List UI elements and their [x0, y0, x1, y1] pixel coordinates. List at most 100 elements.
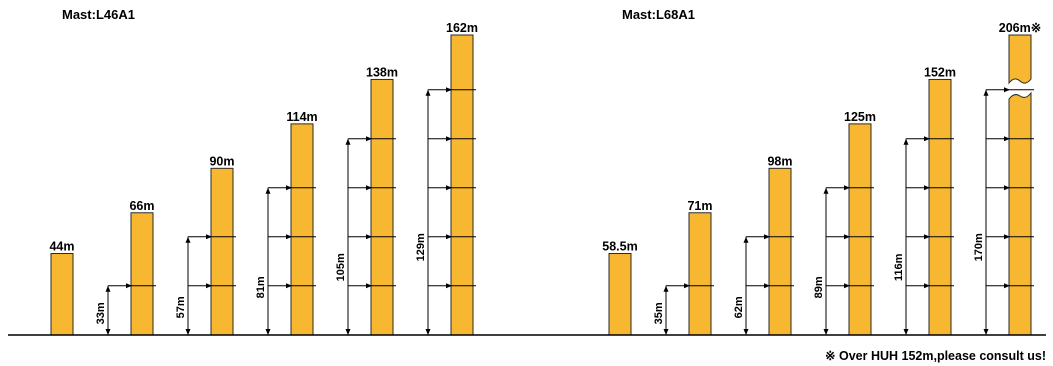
arrow-right-icon — [366, 283, 372, 289]
arrow-down-icon — [823, 329, 829, 335]
arrow-right-icon — [286, 283, 292, 289]
mast-column: 114m 81m — [255, 110, 318, 336]
arrow-down-icon — [743, 329, 749, 335]
mast-column: 138m 105m — [335, 65, 398, 336]
dimension-label: 57m — [175, 296, 187, 318]
mast-height-label: 90m — [209, 154, 234, 168]
arrow-right-icon — [446, 136, 452, 142]
dimension-label: 81m — [255, 276, 267, 298]
arrow-right-icon — [924, 136, 930, 142]
mast-height-label: 152m — [924, 65, 956, 79]
arrow-up-icon — [983, 89, 989, 96]
arrow-right-icon — [924, 234, 930, 240]
mast-column: 206m※ 170m — [973, 21, 1041, 336]
mast-column: 44m — [49, 240, 75, 336]
arrow-up-icon — [345, 138, 351, 145]
mast-column: 162m 129m — [415, 21, 478, 336]
arrow-right-icon — [684, 283, 690, 289]
dimension-label: 116m — [893, 253, 905, 281]
arrow-up-icon — [185, 236, 191, 243]
mast-bar — [210, 167, 234, 336]
mast-height-label: 66m — [129, 199, 154, 213]
arrow-right-icon — [1004, 87, 1010, 93]
mast-column: 152m 116m — [893, 65, 956, 336]
arrow-right-icon — [446, 283, 452, 289]
arrow-right-icon — [764, 283, 770, 289]
mast-bar — [928, 78, 952, 336]
mast-height-label: 125m — [844, 110, 876, 124]
mast-column: 98m 62m — [733, 154, 794, 336]
arrow-right-icon — [1004, 234, 1010, 240]
arrow-right-icon — [1004, 136, 1010, 142]
arrow-up-icon — [903, 138, 909, 145]
arrow-right-icon — [286, 234, 292, 240]
arrow-right-icon — [764, 234, 770, 240]
arrow-right-icon — [844, 234, 850, 240]
arrow-down-icon — [903, 329, 909, 335]
arrow-down-icon — [345, 329, 351, 335]
mast-height-label: 138m — [366, 65, 398, 79]
mast-height-label: 44m — [49, 240, 74, 254]
mast-bar — [768, 167, 792, 336]
dimension-label: 170m — [973, 233, 985, 261]
arrow-right-icon — [366, 136, 372, 142]
arrow-right-icon — [206, 234, 212, 240]
mast-column: 71m 35m — [653, 199, 714, 336]
mast-column: 90m 57m — [175, 154, 236, 336]
arrow-up-icon — [743, 236, 749, 243]
mast-height-label: 71m — [687, 199, 712, 213]
arrow-right-icon — [446, 234, 452, 240]
mast-l68a1-title: Mast:L68A1 — [622, 7, 695, 22]
mast-bar — [50, 253, 74, 336]
arrow-up-icon — [265, 187, 271, 194]
arrow-up-icon — [823, 187, 829, 194]
mast-height-label: 162m — [446, 21, 478, 35]
arrow-down-icon — [265, 329, 271, 335]
arrow-right-icon — [126, 283, 132, 289]
arrow-up-icon — [425, 89, 431, 96]
arrow-right-icon — [924, 283, 930, 289]
arrow-up-icon — [105, 285, 111, 292]
arrow-down-icon — [983, 329, 989, 335]
mast-height-label: 98m — [767, 154, 792, 168]
dimension-label: 129m — [415, 233, 427, 261]
mast-column: 66m 33m — [95, 199, 156, 336]
arrow-down-icon — [663, 329, 669, 335]
mast-height-label: 114m — [286, 110, 317, 124]
mast-bar — [370, 78, 394, 336]
mast-bar-top-segment — [1008, 34, 1032, 85]
arrow-right-icon — [366, 185, 372, 191]
arrow-up-icon — [663, 285, 669, 292]
arrow-right-icon — [844, 283, 850, 289]
arrow-down-icon — [185, 329, 191, 335]
mast-column: 58.5m — [602, 240, 638, 336]
mast-height-label: 206m※ — [999, 21, 1041, 35]
arrow-down-icon — [105, 329, 111, 335]
arrow-right-icon — [366, 234, 372, 240]
mast-bar — [848, 123, 872, 336]
mast-bar-lower-segment — [1008, 91, 1032, 336]
arrow-right-icon — [924, 185, 930, 191]
mast-bar — [130, 212, 154, 336]
dimension-label: 89m — [813, 276, 825, 298]
arrow-right-icon — [206, 283, 212, 289]
dimension-label: 62m — [733, 296, 745, 318]
arrow-right-icon — [1004, 283, 1010, 289]
arrow-right-icon — [446, 87, 452, 93]
footnote-text: ※ Over HUH 152m,please consult us! — [825, 349, 1046, 363]
mast-l46a1-title: Mast:L46A1 — [62, 7, 135, 22]
arrow-right-icon — [286, 185, 292, 191]
dimension-label: 35m — [653, 302, 665, 324]
mast-bar — [608, 253, 632, 336]
arrow-down-icon — [425, 329, 431, 335]
dimension-label: 105m — [335, 253, 347, 281]
arrow-right-icon — [844, 185, 850, 191]
mast-bar — [688, 212, 712, 336]
mast-column: 125m 89m — [813, 110, 876, 336]
arrow-right-icon — [446, 185, 452, 191]
mast-bar — [450, 34, 474, 336]
mast-height-label: 58.5m — [602, 240, 637, 254]
dimension-label: 33m — [95, 302, 107, 324]
mast-bar — [290, 123, 314, 336]
